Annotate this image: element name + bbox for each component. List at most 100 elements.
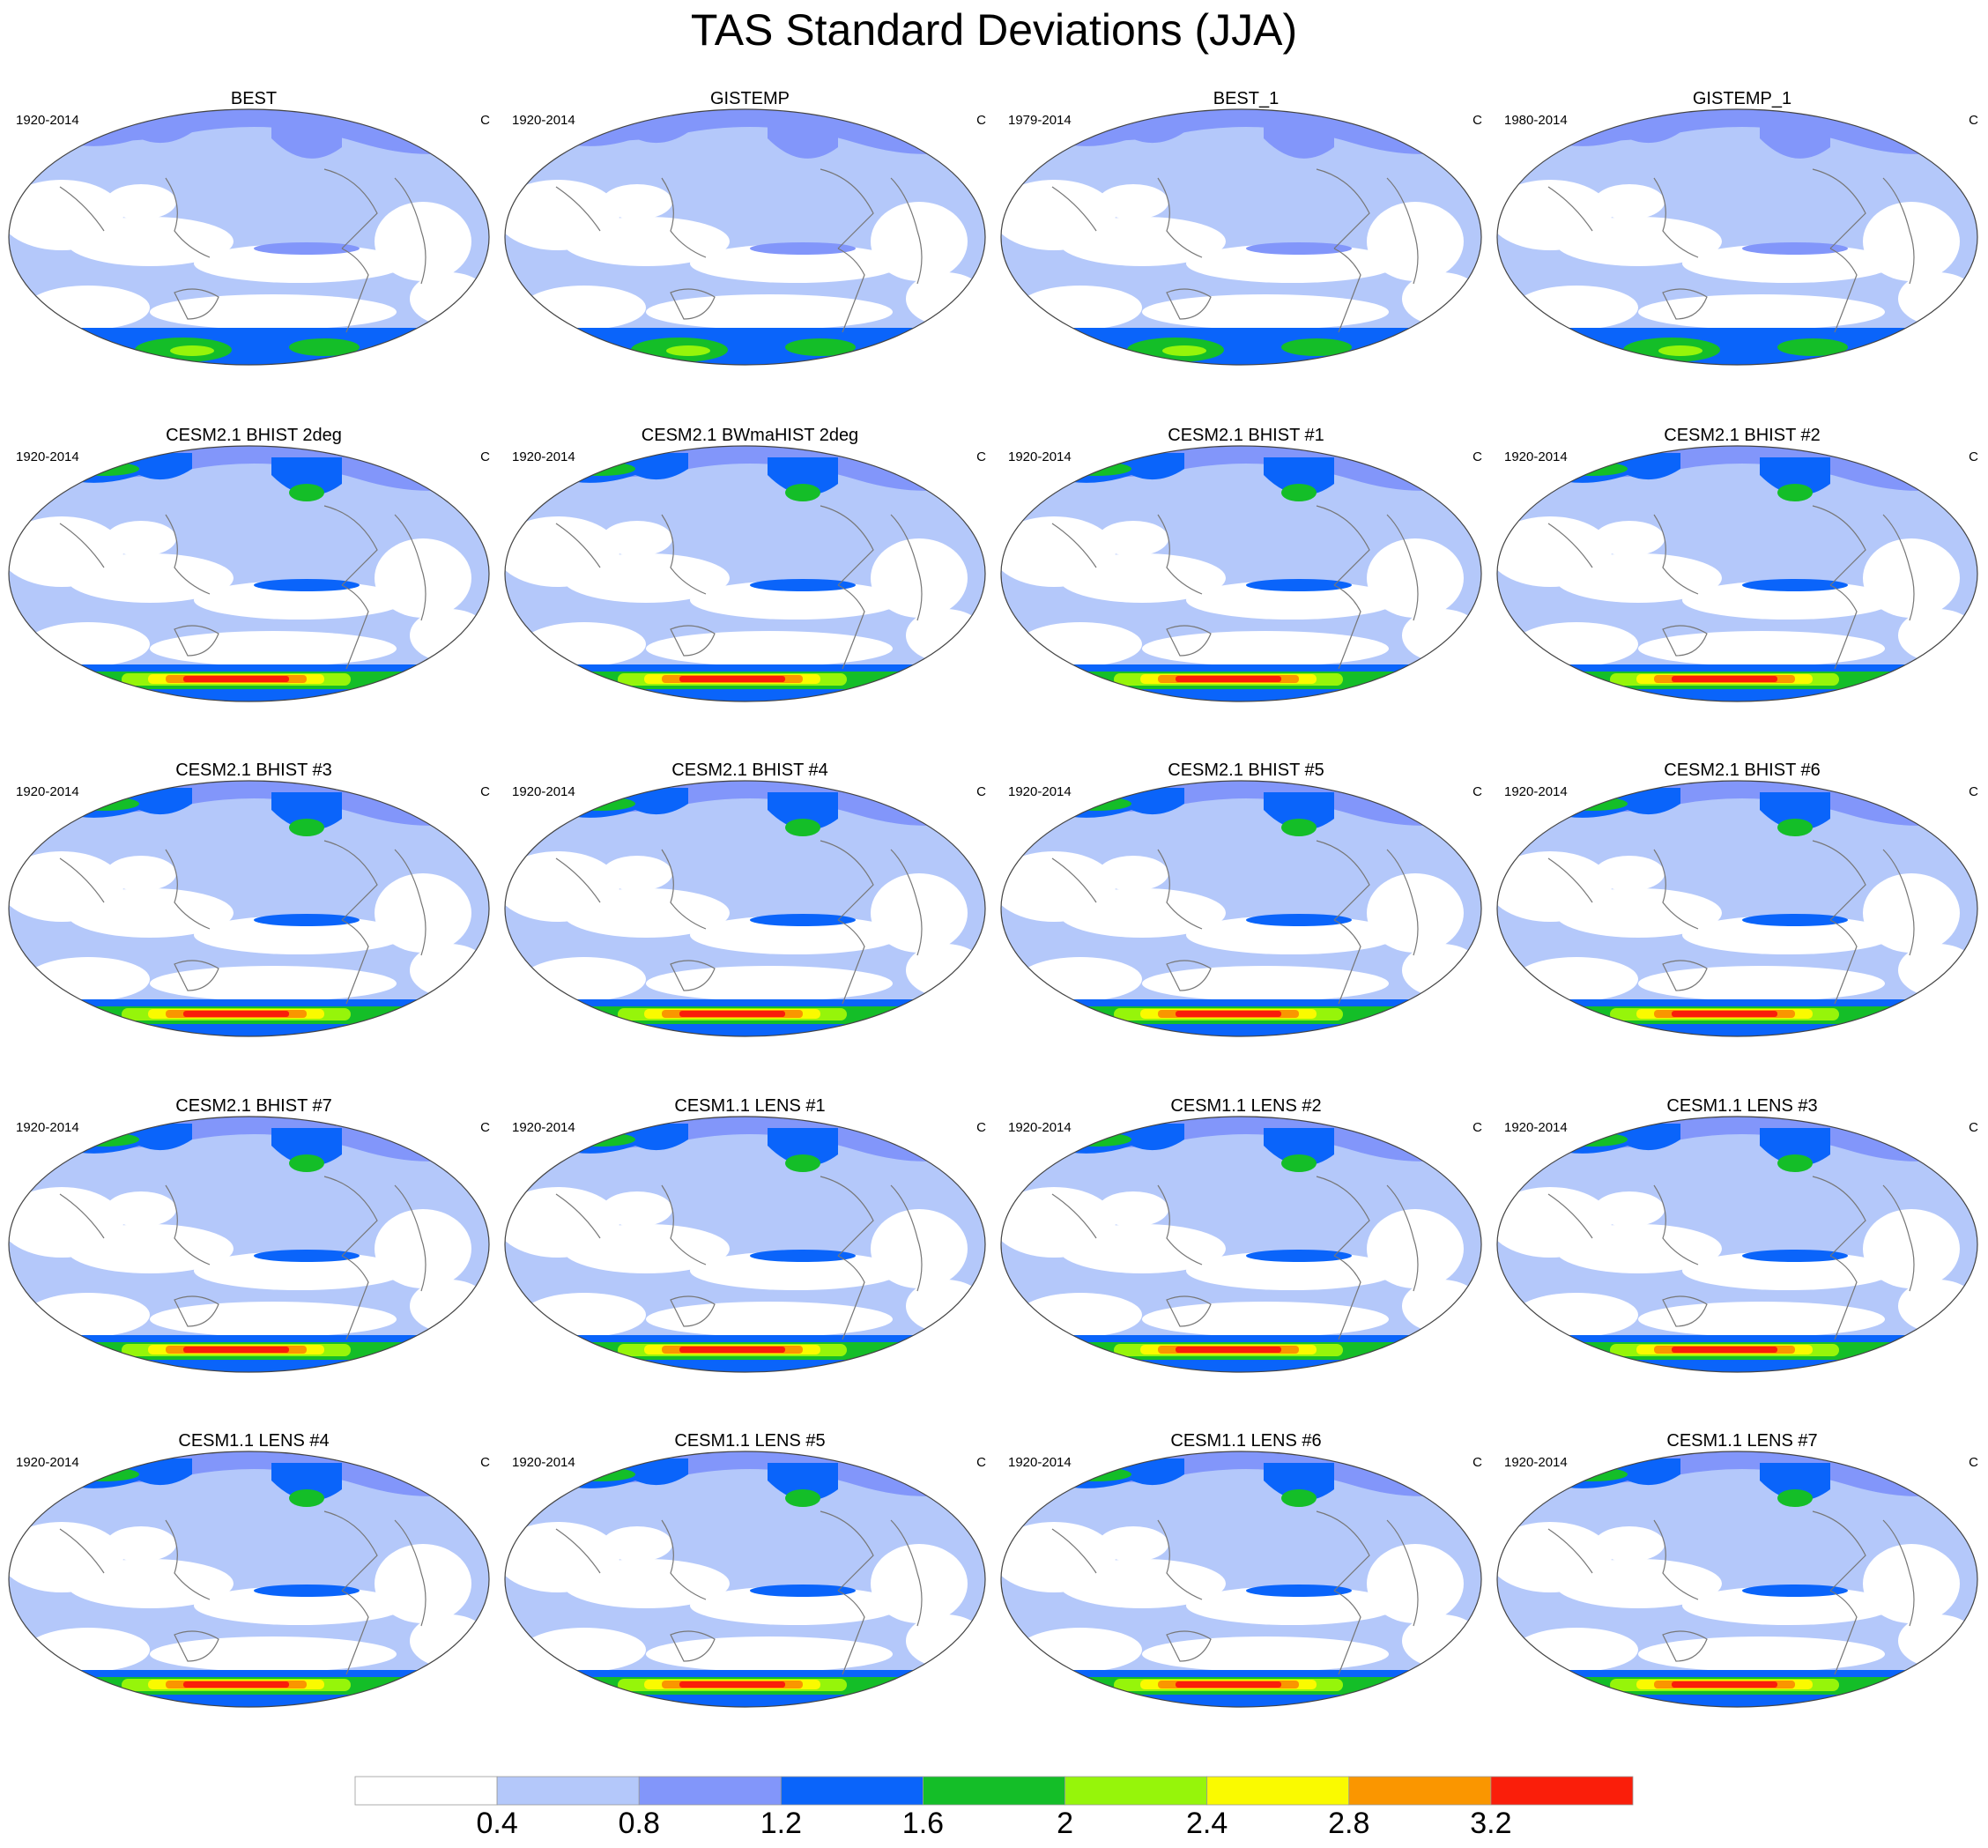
map-plot: [1496, 108, 1978, 366]
map-boundary: [1496, 780, 1978, 1037]
coastline: [670, 1630, 716, 1662]
low-variability-region: [1594, 521, 1665, 556]
coastline: [1882, 177, 1915, 285]
coastline: [1316, 505, 1370, 586]
map-boundary: [1496, 445, 1978, 702]
coastline: [670, 960, 716, 991]
coastline: [1653, 177, 1699, 258]
low-variability-region: [66, 888, 234, 938]
coastline: [1653, 1519, 1699, 1600]
coastline: [1386, 849, 1419, 956]
panel-unit: C: [480, 113, 490, 128]
colorbar-swatch: [1348, 1776, 1492, 1806]
low-variability-region: [1554, 1224, 1722, 1273]
low-variability-region: [1682, 1251, 1894, 1290]
low-variability-region: [1898, 1280, 1977, 1332]
map-panel: CESM2.1 BHIST #1 1920-2014 C: [999, 425, 1493, 764]
low-variability-region: [1186, 244, 1398, 283]
panel-title: CESM2.1 BWmaHIST 2deg: [641, 426, 859, 445]
panel-title: CESM1.1 LENS #7: [1666, 1431, 1818, 1451]
panel-unit: C: [480, 449, 490, 464]
low-variability-region: [1898, 272, 1977, 325]
map-panel: CESM1.1 LENS #2 1920-2014 C: [999, 1095, 1493, 1435]
coastline: [1333, 919, 1361, 1005]
low-variability-region: [1515, 286, 1638, 330]
panel-years: 1920-2014: [1008, 1120, 1072, 1135]
panel-title: GISTEMP_1: [1692, 89, 1792, 108]
coastline: [1333, 1590, 1361, 1675]
map-plot: [504, 108, 986, 366]
panel-unit: C: [976, 784, 986, 799]
low-variability-region: [66, 1559, 234, 1608]
panel-unit: C: [480, 1455, 490, 1470]
low-variability-region: [1186, 1586, 1398, 1625]
coastline: [1386, 177, 1419, 285]
low-variability-region: [375, 538, 471, 618]
low-variability-region: [562, 217, 730, 266]
panel-unit: C: [480, 784, 490, 799]
low-variability-region: [150, 1302, 397, 1337]
coastline: [820, 840, 874, 921]
colorbar-label: 2.4: [1186, 1807, 1228, 1840]
colorbar-label: 2.8: [1328, 1807, 1370, 1840]
panel-unit: C: [480, 1120, 490, 1135]
low-variability-region: [1019, 1293, 1142, 1337]
low-variability-region: [646, 631, 893, 666]
coastline: [670, 288, 716, 320]
map-boundary: [1000, 445, 1482, 702]
panel-title: CESM1.1 LENS #3: [1666, 1096, 1818, 1116]
map-boundary: [504, 108, 986, 366]
coastline: [1051, 1193, 1097, 1239]
low-variability-region: [1554, 553, 1722, 603]
coastline: [1157, 177, 1203, 258]
coastline: [1316, 1510, 1370, 1592]
low-variability-region: [1367, 202, 1464, 281]
coastline: [1662, 288, 1708, 320]
low-variability-region: [26, 957, 150, 1001]
low-variability-region: [375, 202, 471, 281]
panel-years: 1920-2014: [1504, 784, 1568, 799]
low-variability-region: [1638, 1636, 1885, 1672]
map-plot: [8, 1451, 490, 1708]
panel-unit: C: [976, 1455, 986, 1470]
coastline: [165, 1184, 211, 1265]
panel-title: CESM1.1 LENS #6: [1170, 1431, 1322, 1451]
low-variability-region: [1098, 1191, 1168, 1227]
coastline: [1812, 168, 1866, 249]
low-variability-region: [906, 1280, 985, 1332]
coastline: [1386, 1184, 1419, 1292]
low-variability-region: [871, 538, 968, 618]
coastline: [1547, 186, 1593, 232]
panel-years: 1920-2014: [512, 784, 575, 799]
panel-years: 1920-2014: [16, 113, 79, 128]
coastline: [1653, 1184, 1699, 1265]
coastline: [555, 186, 601, 232]
coastline: [1547, 857, 1593, 903]
coastline: [1166, 1295, 1212, 1327]
panel-unit: C: [1969, 1455, 1978, 1470]
map-boundary: [1000, 780, 1482, 1037]
panel-unit: C: [976, 1120, 986, 1135]
map-boundary: [1496, 1116, 1978, 1373]
low-variability-region: [1019, 286, 1142, 330]
low-variability-region: [690, 916, 901, 954]
low-variability-region: [562, 1224, 730, 1273]
map-panel: BEST_1 1979-2014 C: [999, 88, 1493, 427]
coastline: [1662, 1295, 1708, 1327]
map-panel: CESM2.1 BHIST #3 1920-2014 C: [7, 760, 501, 1099]
panel-unit: C: [1472, 1455, 1482, 1470]
low-variability-region: [410, 272, 489, 325]
coastline: [1653, 514, 1699, 595]
low-variability-region: [1402, 1614, 1481, 1667]
low-variability-region: [602, 1191, 672, 1227]
low-variability-region: [646, 1636, 893, 1672]
coastline: [1662, 625, 1708, 657]
low-variability-region: [1515, 622, 1638, 666]
map-plot: [504, 1451, 986, 1708]
low-variability-region: [1554, 1559, 1722, 1608]
map-panel: CESM2.1 BHIST #7 1920-2014 C: [7, 1095, 501, 1435]
panel-title: CESM2.1 BHIST #4: [671, 761, 828, 780]
low-variability-region: [1515, 957, 1638, 1001]
low-variability-region: [1554, 888, 1722, 938]
colorbar-label: 0.4: [476, 1807, 518, 1840]
